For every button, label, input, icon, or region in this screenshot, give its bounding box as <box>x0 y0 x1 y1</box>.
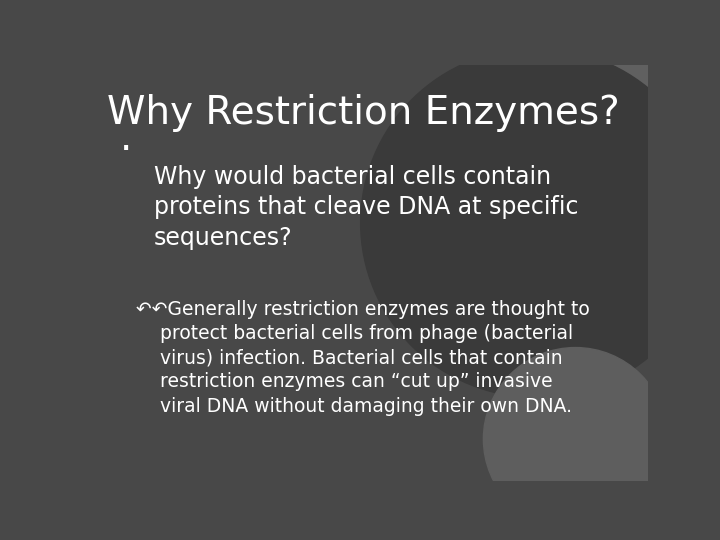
Text: Why would bacterial cells contain
proteins that cleave DNA at specific
sequences: Why would bacterial cells contain protei… <box>154 165 579 250</box>
Ellipse shape <box>483 348 667 530</box>
Ellipse shape <box>361 48 712 397</box>
Text: ·: · <box>120 131 132 169</box>
Text: Why Restriction Enzymes?: Why Restriction Enzymes? <box>107 94 619 132</box>
Text: ↶↶Generally restriction enzymes are thought to
    protect bacterial cells from : ↶↶Generally restriction enzymes are thou… <box>136 300 590 416</box>
Polygon shape <box>526 65 648 181</box>
